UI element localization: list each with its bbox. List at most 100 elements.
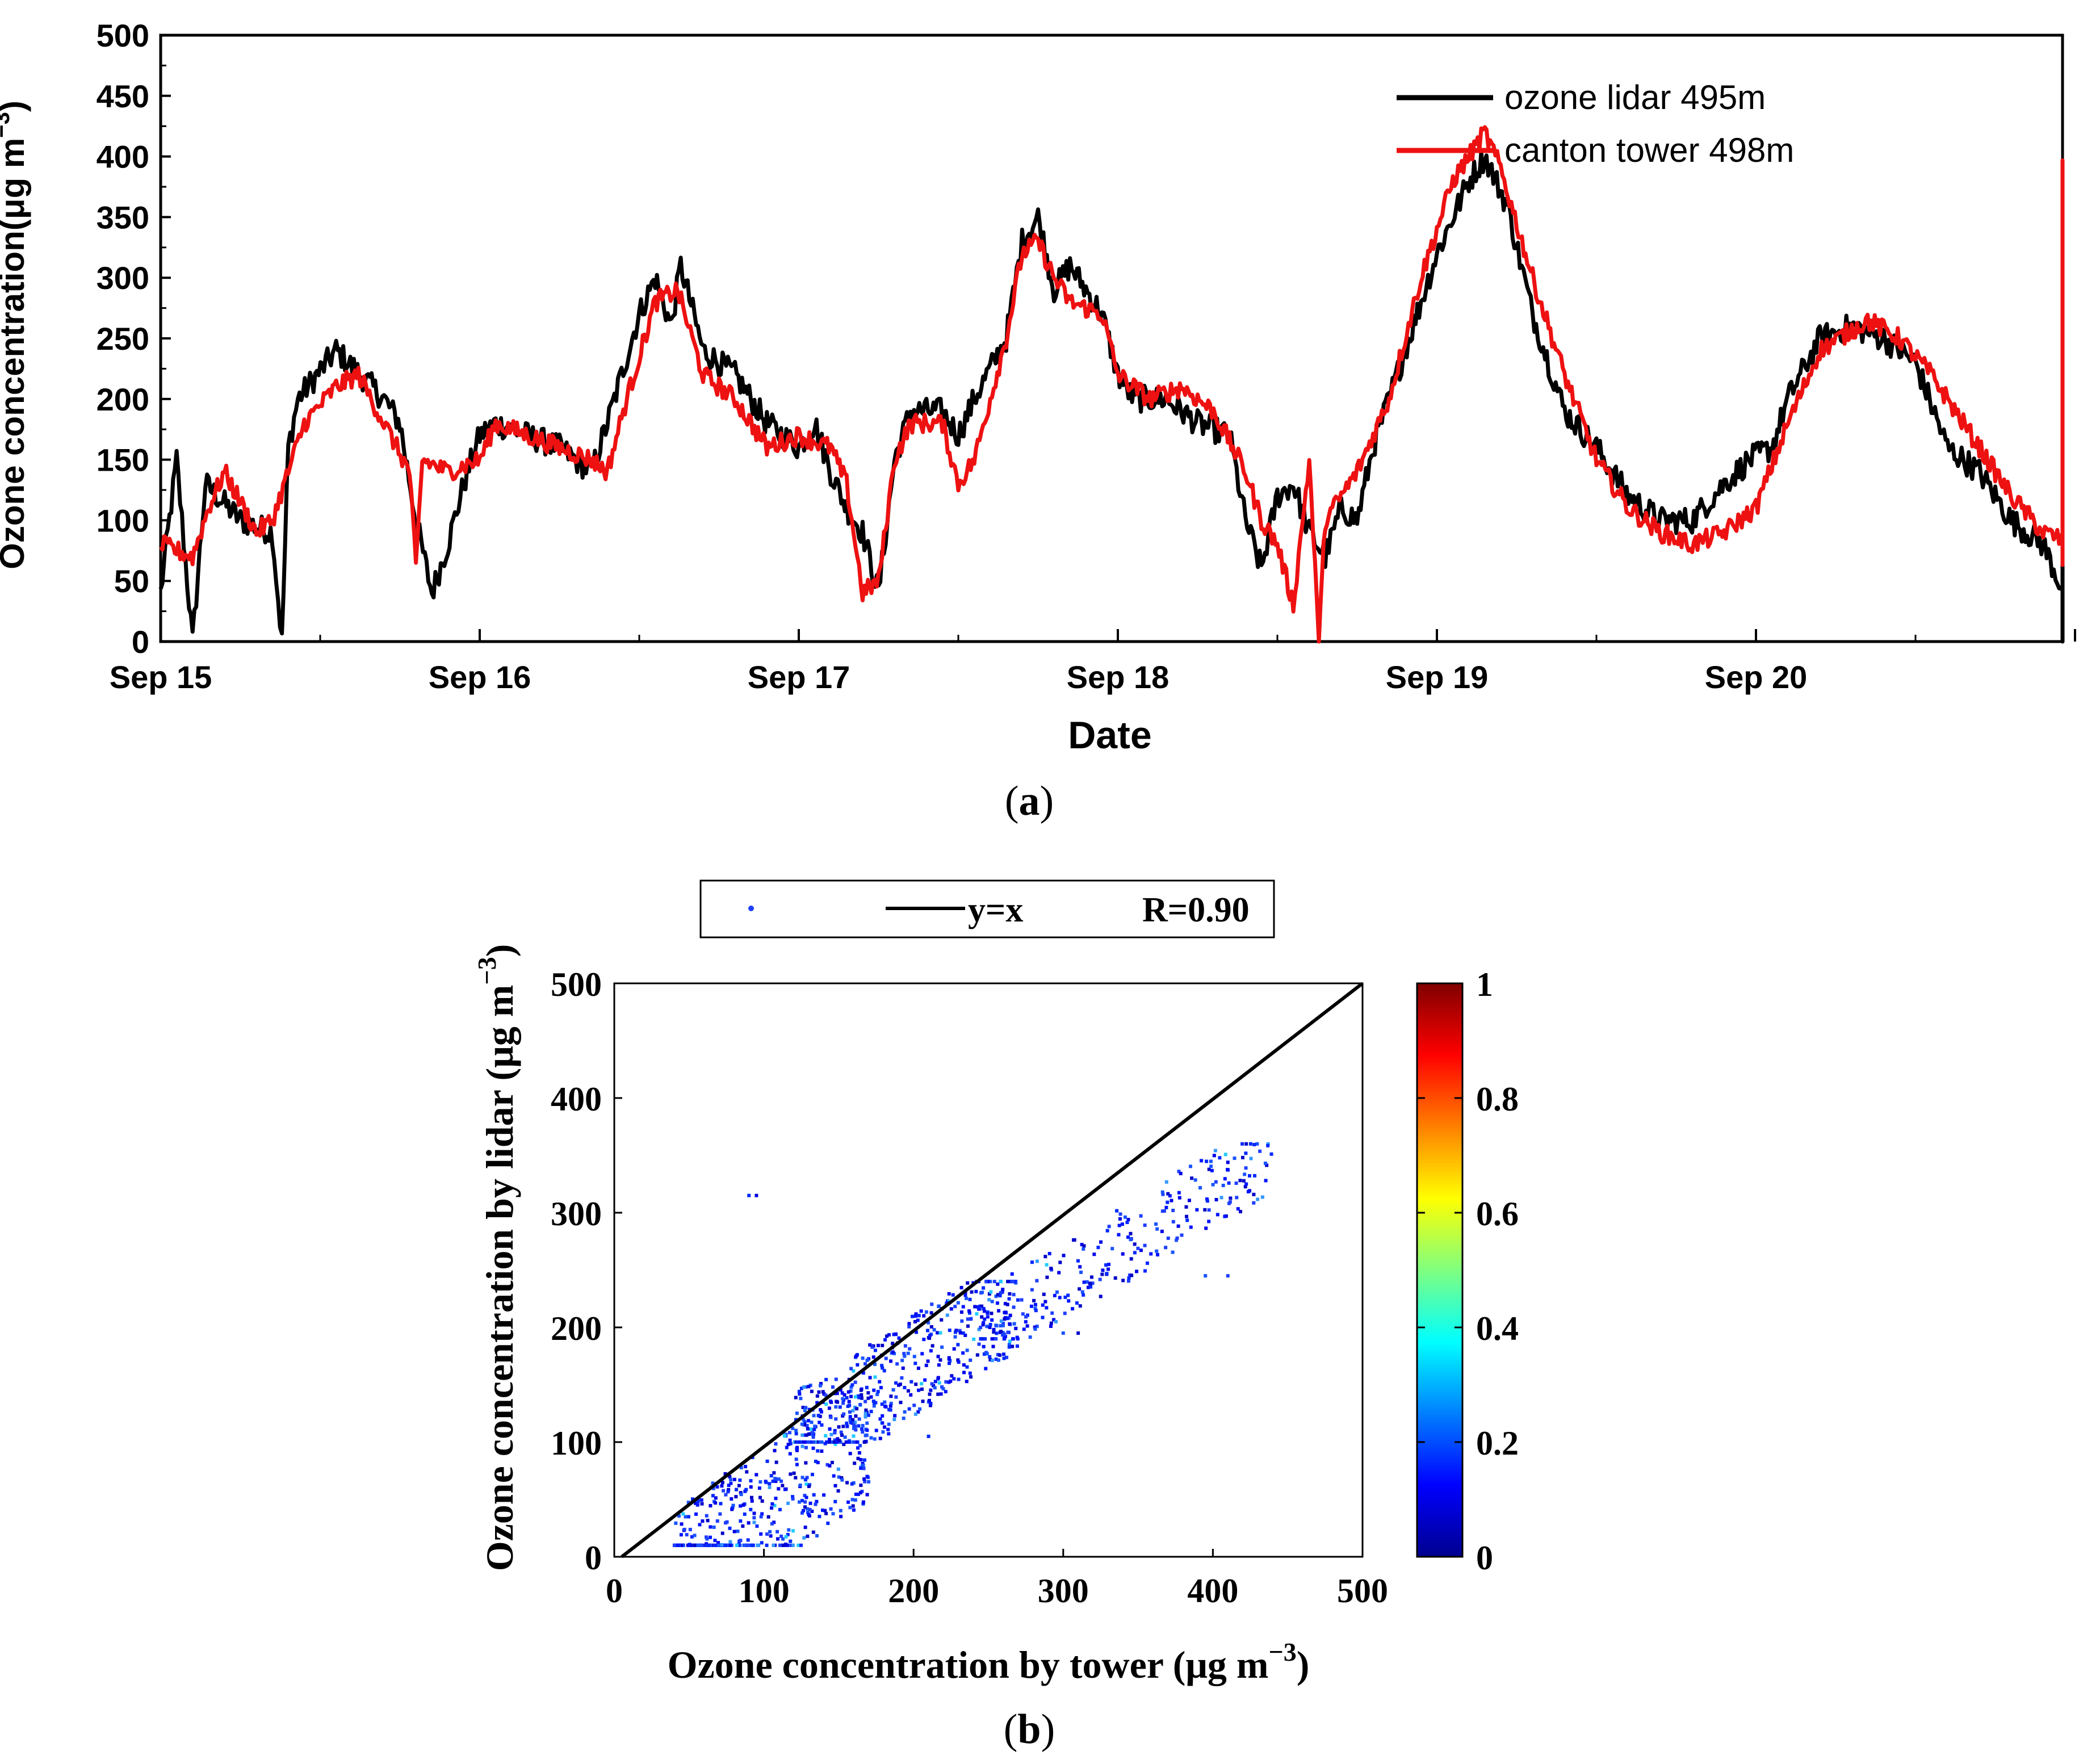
- colorbar: [1416, 982, 1464, 1558]
- scatter-point: [998, 1294, 1002, 1298]
- scatter-point: [794, 1432, 798, 1436]
- scatter-point: [787, 1431, 791, 1435]
- scatter-point: [724, 1493, 728, 1497]
- scatter-point: [806, 1510, 810, 1514]
- panel-a-caption: (a): [1005, 778, 1054, 824]
- scatter-point: [1033, 1306, 1037, 1310]
- scatter-point: [774, 1460, 778, 1464]
- scatter-point: [800, 1511, 804, 1515]
- scatter-point: [728, 1475, 732, 1479]
- scatter-point: [742, 1543, 746, 1547]
- scatter-point: [1243, 1172, 1247, 1176]
- scatter-point: [864, 1362, 867, 1366]
- scatter-point: [1227, 1201, 1231, 1205]
- scatter-point: [865, 1421, 869, 1425]
- scatter-point: [810, 1509, 814, 1513]
- scatter-point: [686, 1501, 690, 1505]
- scatter-point: [862, 1458, 866, 1462]
- scatter-point: [1007, 1343, 1011, 1347]
- scatter-point: [777, 1477, 781, 1481]
- scatter-point: [984, 1280, 988, 1284]
- scatter-point: [929, 1325, 933, 1329]
- scatter-point: [1171, 1250, 1175, 1254]
- scatter-point: [832, 1474, 836, 1478]
- scatter-point: [1185, 1218, 1189, 1222]
- scatter-point: [999, 1280, 1003, 1284]
- scatter-point: [898, 1382, 902, 1386]
- scatter-point: [823, 1509, 827, 1512]
- scatter-point: [728, 1543, 732, 1547]
- scatter-point: [948, 1329, 952, 1333]
- scatter-point: [865, 1358, 869, 1362]
- scatter-point: [965, 1296, 969, 1300]
- scatter-point: [986, 1311, 990, 1315]
- scatter-point: [865, 1493, 869, 1497]
- scatter-point: [1229, 1196, 1233, 1200]
- scatter-point: [1218, 1156, 1222, 1160]
- scatter-point: [838, 1405, 842, 1409]
- scatter-point: [856, 1363, 860, 1367]
- scatter-point: [719, 1502, 723, 1506]
- scatter-point: [1002, 1356, 1006, 1360]
- scatter-point: [889, 1394, 893, 1398]
- scatter-point: [981, 1323, 985, 1327]
- scatter-point: [686, 1515, 690, 1519]
- scatter-point: [833, 1438, 837, 1442]
- scatter-point: [1001, 1321, 1005, 1325]
- scatter-point: [876, 1343, 880, 1347]
- scatter-point: [818, 1414, 822, 1418]
- scatter-point: [1047, 1252, 1051, 1256]
- scatter-point: [1089, 1275, 1093, 1279]
- scatter-point: [714, 1543, 718, 1547]
- scatter-point: [1080, 1290, 1084, 1294]
- scatter-point: [756, 1543, 760, 1547]
- scatter-point: [966, 1324, 970, 1328]
- scatter-point: [789, 1442, 793, 1445]
- scatter-point: [752, 1520, 756, 1524]
- scatter-point: [930, 1302, 934, 1306]
- scatter-point: [706, 1519, 710, 1523]
- scatter-point: [987, 1298, 991, 1302]
- scatter-point: [956, 1343, 960, 1347]
- y-tick-label: 300: [97, 260, 149, 296]
- scatter-point: [985, 1352, 989, 1356]
- scatter-point: [856, 1446, 860, 1450]
- scatter-point: [973, 1305, 977, 1309]
- scatter-point: [1089, 1285, 1093, 1289]
- scatter-point: [1082, 1293, 1085, 1297]
- scatter-point: [868, 1343, 872, 1347]
- y-tick-label: 500: [97, 18, 149, 53]
- scatter-point: [1249, 1157, 1253, 1160]
- scatter-point: [1058, 1260, 1062, 1264]
- scatter-point: [991, 1344, 995, 1348]
- scatter-point: [805, 1424, 809, 1428]
- scatter-point: [755, 1473, 758, 1477]
- y-tick-label: 400: [551, 1080, 602, 1118]
- scatter-point: [803, 1526, 807, 1530]
- scatter-point: [757, 1486, 761, 1490]
- series-line-tower: [159, 125, 2065, 644]
- scatter-point: [1006, 1330, 1010, 1334]
- scatter-point: [832, 1440, 836, 1444]
- scatter-point: [985, 1325, 989, 1329]
- scatter-point: [749, 1485, 753, 1489]
- scatter-point: [953, 1330, 957, 1334]
- scatter-point: [889, 1401, 893, 1405]
- scatter-point: [927, 1398, 931, 1402]
- scatter-point: [1239, 1210, 1243, 1214]
- scatter-point: [903, 1354, 907, 1358]
- scatter-point: [765, 1532, 769, 1536]
- scatter-point: [727, 1488, 731, 1492]
- scatter-point: [1207, 1167, 1211, 1171]
- scatter-point: [873, 1437, 877, 1441]
- scatter-point: [992, 1330, 996, 1334]
- scatter-point: [734, 1495, 738, 1499]
- scatter-point: [771, 1480, 775, 1484]
- scatter-point: [1209, 1164, 1213, 1168]
- scatter-point: [802, 1418, 806, 1422]
- scatter-point: [1054, 1319, 1058, 1323]
- scatter-point: [794, 1418, 798, 1422]
- scatter-point: [1215, 1213, 1219, 1217]
- scatter-point: [839, 1509, 843, 1512]
- scatter-point: [705, 1514, 709, 1518]
